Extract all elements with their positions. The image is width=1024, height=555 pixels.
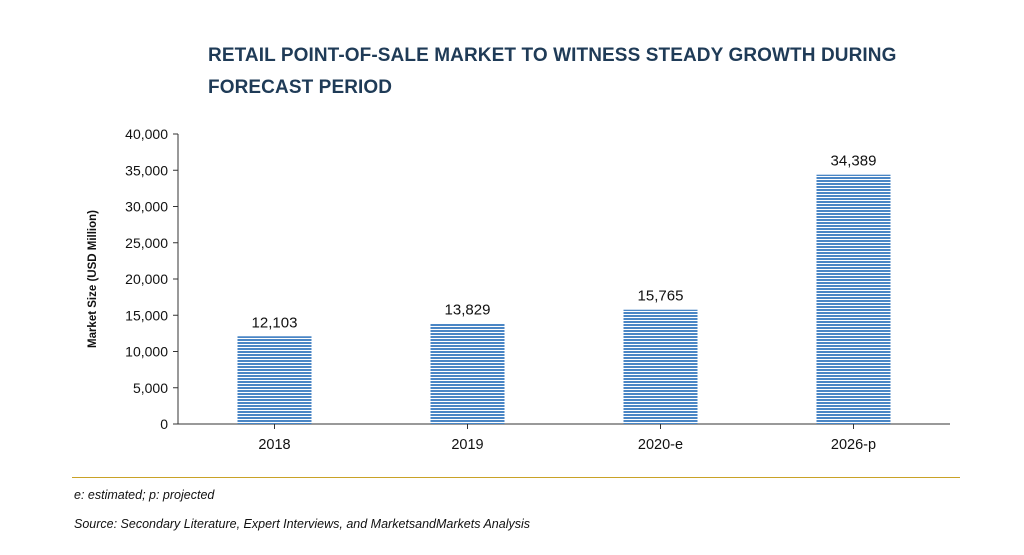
bar xyxy=(623,309,698,424)
y-tick-label: 10,000 xyxy=(125,344,168,360)
y-tick-label: 20,000 xyxy=(125,271,168,287)
y-tick-label: 0 xyxy=(160,416,168,432)
x-tick-label: 2020-e xyxy=(638,437,683,453)
x-tick-label: 2019 xyxy=(451,437,483,453)
bar-value-label: 15,765 xyxy=(638,288,684,305)
bar-value-label: 12,103 xyxy=(252,314,298,331)
chart-title-line-2: FORECAST PERIOD xyxy=(208,77,393,98)
y-tick-label: 35,000 xyxy=(125,162,168,178)
y-tick-label: 40,000 xyxy=(125,126,168,142)
bar xyxy=(237,336,312,424)
y-tick-label: 5,000 xyxy=(133,380,168,396)
bar xyxy=(816,174,891,424)
y-tick-label: 15,000 xyxy=(125,307,168,323)
y-tick-label: 30,000 xyxy=(125,199,168,215)
y-axis-title: Market Size (USD Million) xyxy=(87,210,99,348)
footer-divider xyxy=(72,477,960,478)
bar-value-label: 13,829 xyxy=(445,302,491,319)
bar-chart: 0 5,000 10,000 15,000 20,000 25,000 30,000 35,0… xyxy=(87,126,950,453)
bar-value-label: 34,389 xyxy=(831,153,877,170)
y-tick-label: 25,000 xyxy=(125,235,168,251)
abbreviation-note: e: estimated; p: projected xyxy=(74,488,215,502)
x-tick-label: 2018 xyxy=(258,437,290,453)
x-tick-label: 2026-p xyxy=(831,437,876,453)
chart-title: RETAIL POINT-OF-SALE MARKET TO WITNESS S… xyxy=(208,40,908,104)
chart-title-line-1: RETAIL POINT-OF-SALE MARKET TO WITNESS S… xyxy=(208,45,897,66)
bar xyxy=(430,323,505,424)
source-note: Source: Secondary Literature, Expert Int… xyxy=(74,517,530,531)
